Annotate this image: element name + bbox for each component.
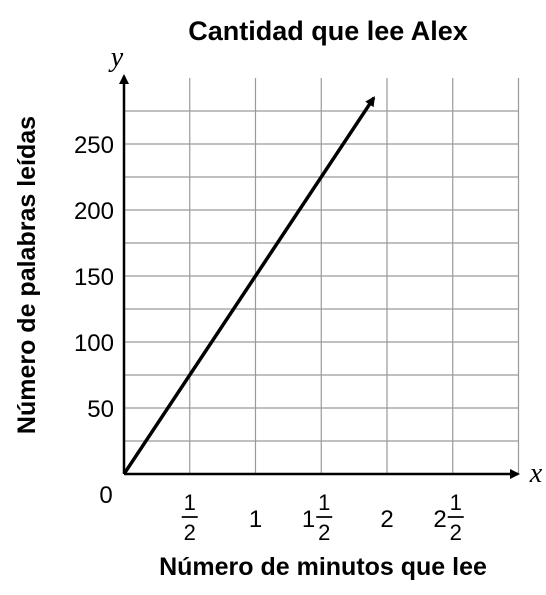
origin-label: 0 bbox=[99, 482, 112, 509]
x-tick-whole: 2 bbox=[433, 506, 446, 533]
y-axis-title: Número de palabras leídas bbox=[13, 116, 41, 434]
series bbox=[122, 96, 376, 475]
x-tick-numerator: 1 bbox=[450, 490, 462, 515]
x-axis-title: Número de minutos que lee bbox=[159, 553, 487, 581]
y-axis-variable: y bbox=[108, 42, 124, 73]
series-line bbox=[122, 96, 376, 475]
y-tick-label: 250 bbox=[74, 132, 114, 159]
x-tick-label: 1 bbox=[249, 506, 262, 533]
x-tick-numerator: 1 bbox=[318, 490, 330, 515]
x-tick-label: 112 bbox=[302, 490, 333, 545]
x-tick-label: 12 bbox=[181, 490, 198, 545]
x-tick-label: 2 bbox=[380, 506, 393, 533]
x-tick-numerator: 1 bbox=[184, 490, 196, 515]
grid bbox=[124, 78, 520, 474]
x-tick-denominator: 2 bbox=[318, 520, 330, 545]
x-tick-denominator: 2 bbox=[450, 520, 462, 545]
y-tick-label: 100 bbox=[74, 330, 114, 357]
y-tick-label: 150 bbox=[74, 264, 114, 291]
chart-title: Cantidad que lee Alex bbox=[188, 16, 468, 46]
x-tick-label: 212 bbox=[433, 490, 464, 545]
x-tick-denominator: 2 bbox=[184, 520, 196, 545]
x-tick-whole: 1 bbox=[302, 506, 315, 533]
y-tick-label: 200 bbox=[74, 198, 114, 225]
axes bbox=[119, 74, 520, 479]
y-tick-label: 50 bbox=[87, 396, 114, 423]
x-axis-variable: x bbox=[529, 458, 543, 489]
